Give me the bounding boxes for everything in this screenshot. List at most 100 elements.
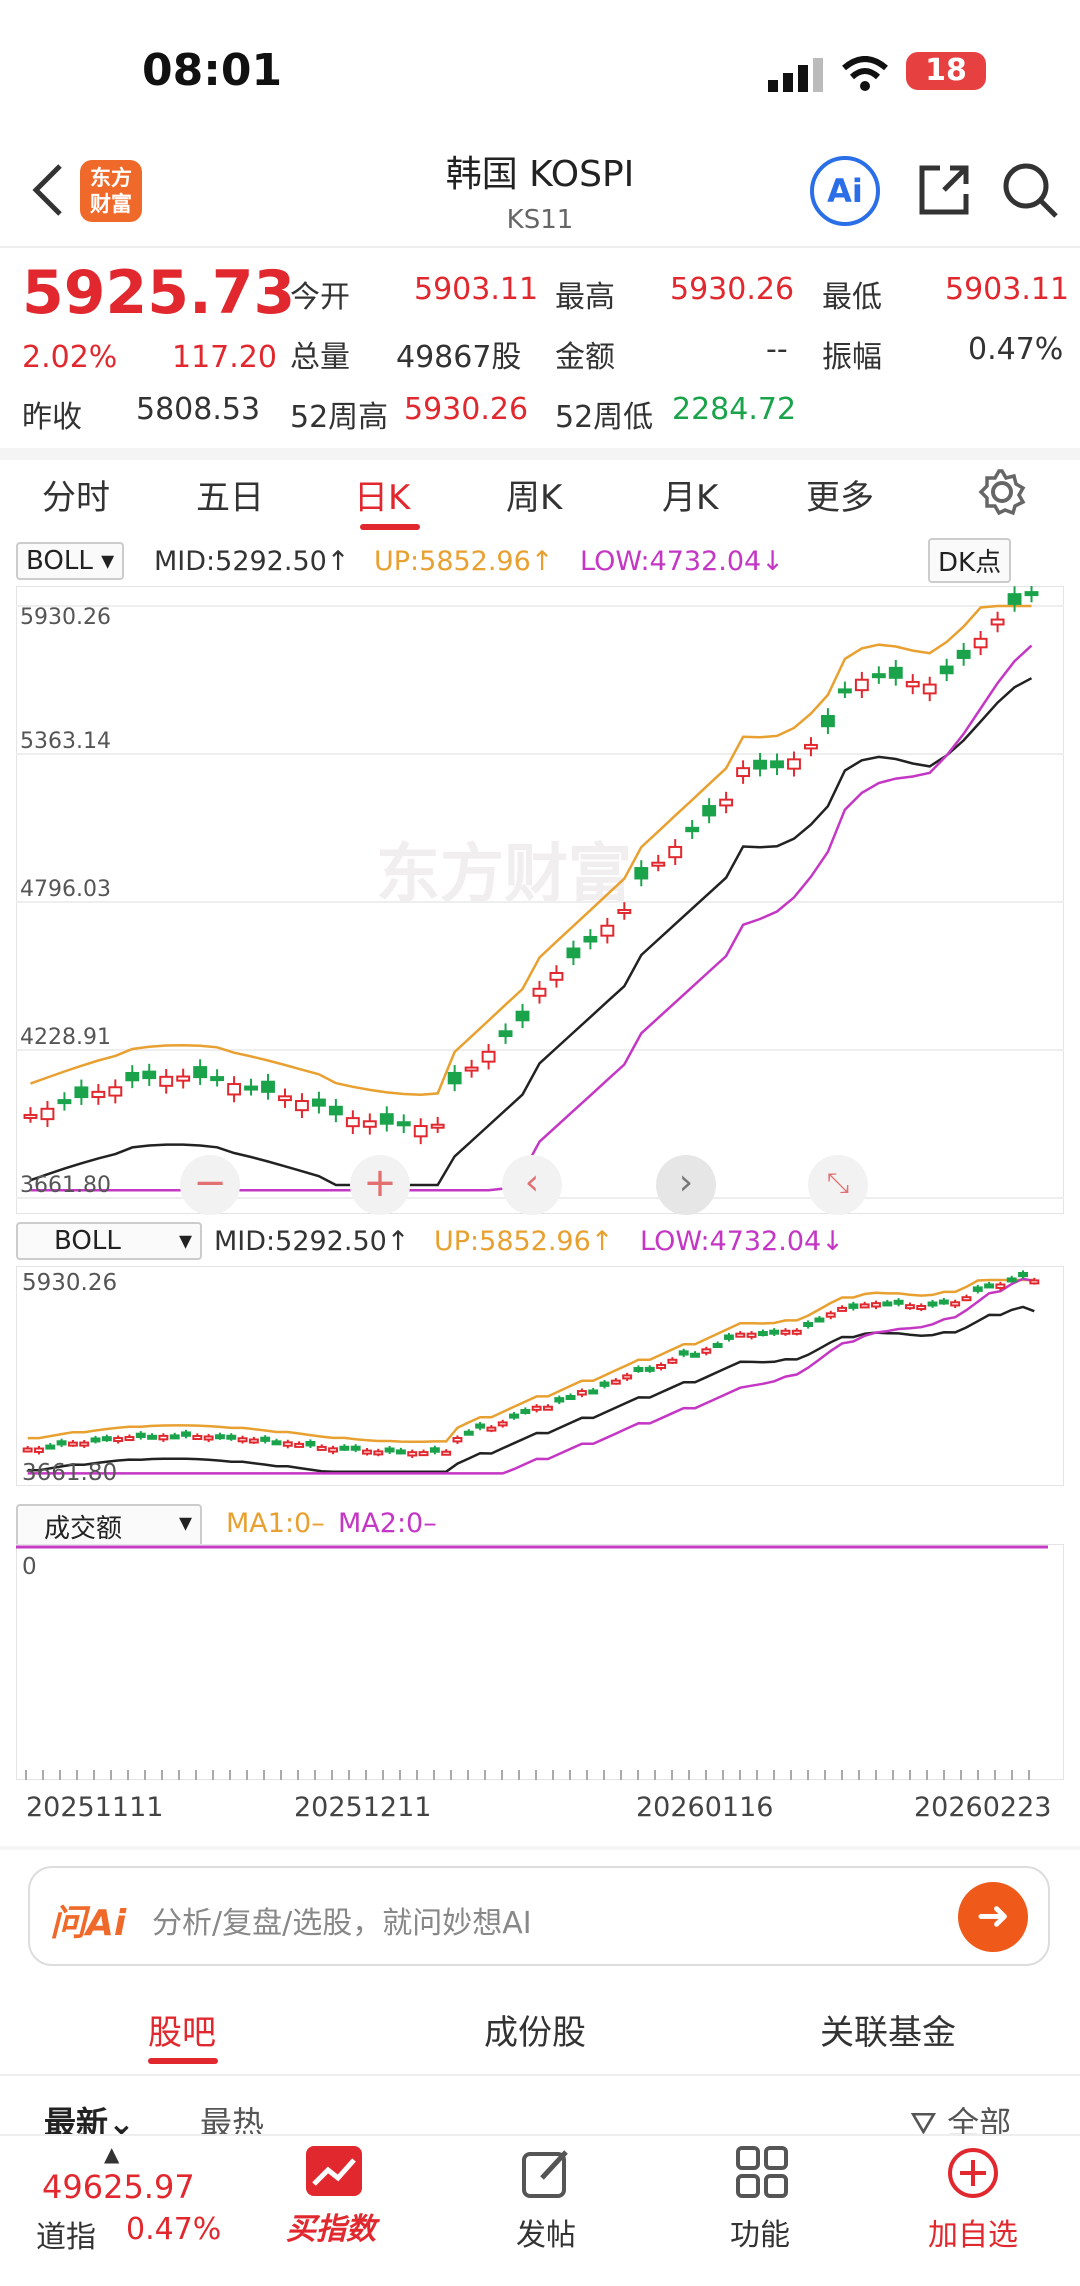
candle-body: [543, 1405, 553, 1411]
candle-body: [74, 1086, 89, 1099]
volume-value: 49867股: [396, 340, 522, 375]
post-edit-icon[interactable]: [520, 2146, 574, 2200]
ai-query-placeholder[interactable]: 分析/复盘/选股，就问妙想AI: [152, 1906, 532, 1941]
candle-body: [600, 924, 615, 937]
candle-body: [837, 1306, 848, 1312]
buy-index-icon[interactable]: [306, 2146, 362, 2196]
tab-weekly-k[interactable]: 周K: [506, 478, 563, 518]
boll-up-line: [30, 604, 1032, 1096]
candle-body: [142, 1070, 157, 1080]
candle-body: [656, 1363, 667, 1369]
candle-body: [599, 1381, 610, 1387]
low-label: 最低: [822, 280, 882, 315]
fullscreen-button[interactable]: ⤡: [808, 1155, 868, 1215]
candle-body: [486, 1426, 497, 1432]
functions-grid-icon[interactable]: [736, 2146, 788, 2198]
search-icon[interactable]: [1000, 160, 1060, 220]
ai-query-bar[interactable]: [28, 1866, 1050, 1966]
zoom-out-button[interactable]: −: [180, 1155, 240, 1215]
main-candlestick-chart[interactable]: 东方财富 5930.26 5363.14 4796.03 4228.91 3661.80: [16, 586, 1064, 1214]
ticker-name[interactable]: 道指: [36, 2220, 96, 2255]
x-axis-ticks: [25, 1770, 1030, 1780]
candle-body: [441, 1450, 452, 1456]
candle-body: [396, 1121, 411, 1127]
mini-indicator-select[interactable]: BOLL ▾: [16, 1222, 202, 1260]
back-icon[interactable]: [30, 162, 66, 218]
candle-body: [735, 1332, 746, 1338]
candle-body: [113, 1437, 124, 1443]
add-watchlist-icon[interactable]: [946, 2146, 1000, 2200]
candle-body: [515, 1010, 530, 1022]
tab-intraday[interactable]: 分时: [42, 478, 110, 518]
candle-body: [690, 1352, 700, 1358]
candle-body: [384, 1447, 395, 1453]
candle-body: [651, 861, 666, 867]
zoom-in-button[interactable]: +: [350, 1155, 410, 1215]
tab-monthly-k[interactable]: 月K: [662, 478, 719, 518]
volume-indicator-select[interactable]: 成交额 ▾: [16, 1504, 202, 1549]
candle-body: [124, 1436, 135, 1442]
ai-submit-arrow-icon[interactable]: ➜: [958, 1882, 1028, 1952]
candle-body: [475, 1423, 486, 1429]
candle-body: [617, 908, 632, 914]
settings-gear-icon[interactable]: [978, 468, 1026, 516]
candle-body: [40, 1107, 55, 1121]
mini-indicator-label: BOLL: [54, 1226, 121, 1256]
tab-more[interactable]: 更多: [806, 478, 874, 518]
ai-button[interactable]: Ai: [810, 156, 880, 226]
x-date-start: 20251111: [26, 1792, 164, 1823]
candle-body: [588, 1389, 599, 1395]
main-mid-value: MID:5292.50↑: [154, 546, 350, 577]
candle-body: [565, 1395, 576, 1401]
nav-functions[interactable]: 功能: [730, 2218, 790, 2253]
candle-body: [395, 1449, 406, 1455]
battery-indicator: 18: [906, 52, 986, 90]
mini-y-top: 5930.26: [22, 1270, 117, 1296]
change-percent: 2.02%: [22, 340, 118, 375]
current-price: 5925.73: [22, 258, 296, 328]
main-indicator-label: BOLL: [26, 546, 93, 576]
candle-body: [685, 826, 700, 833]
candle-body: [804, 743, 818, 750]
tab-five-day[interactable]: 五日: [196, 478, 264, 518]
volume-chart[interactable]: 0: [16, 1544, 1064, 1780]
ticker-value[interactable]: 49625.97: [42, 2168, 195, 2206]
share-icon[interactable]: [914, 160, 974, 220]
boll-low-line: [27, 1277, 1035, 1475]
bottom-nav: [0, 2134, 1080, 2286]
dk-point-button[interactable]: DK点: [928, 538, 1012, 583]
open-label: 今开: [290, 280, 350, 315]
volume-chart-frame: [16, 1544, 1064, 1780]
boll-mid-line: [27, 1305, 1035, 1473]
candle-body: [328, 1105, 343, 1116]
candle-body: [532, 987, 547, 997]
y-tick-label: 5930.26: [20, 605, 111, 630]
candle-body: [278, 1095, 292, 1102]
candle-body: [311, 1098, 326, 1107]
main-indicator-select[interactable]: BOLL ▾: [16, 542, 125, 580]
tab-constituents[interactable]: 成份股: [484, 2013, 586, 2053]
candle-body: [644, 1366, 655, 1372]
y-tick-label: 5363.14: [20, 729, 111, 754]
tab-guba[interactable]: 股吧: [148, 2013, 216, 2053]
nav-buy-index[interactable]: 买指数: [286, 2212, 376, 2247]
candle-body: [159, 1075, 174, 1087]
candle-body: [498, 1030, 513, 1038]
candle-body: [34, 1447, 44, 1453]
page-title: 韩国 KOSPI: [445, 154, 635, 195]
candle-body: [554, 1397, 565, 1403]
scroll-left-button[interactable]: ‹: [502, 1155, 562, 1215]
index-code: KS11: [506, 205, 574, 235]
ticker-pct[interactable]: 0.47%: [126, 2212, 222, 2247]
tab-related-funds[interactable]: 关联基金: [820, 2013, 956, 2053]
candle-body: [316, 1445, 327, 1451]
mini-overview-chart[interactable]: 5930.26 3661.80: [16, 1266, 1064, 1486]
mini-candles: [22, 1270, 1040, 1459]
scroll-right-button[interactable]: ›: [656, 1155, 716, 1215]
candle-body: [961, 1296, 972, 1302]
nav-post[interactable]: 发帖: [516, 2218, 576, 2253]
nav-add-watchlist[interactable]: 加自选: [928, 2218, 1018, 2253]
tab-daily-k[interactable]: 日K: [354, 478, 411, 518]
candle-body: [295, 1099, 309, 1112]
candle-body: [463, 1430, 474, 1436]
